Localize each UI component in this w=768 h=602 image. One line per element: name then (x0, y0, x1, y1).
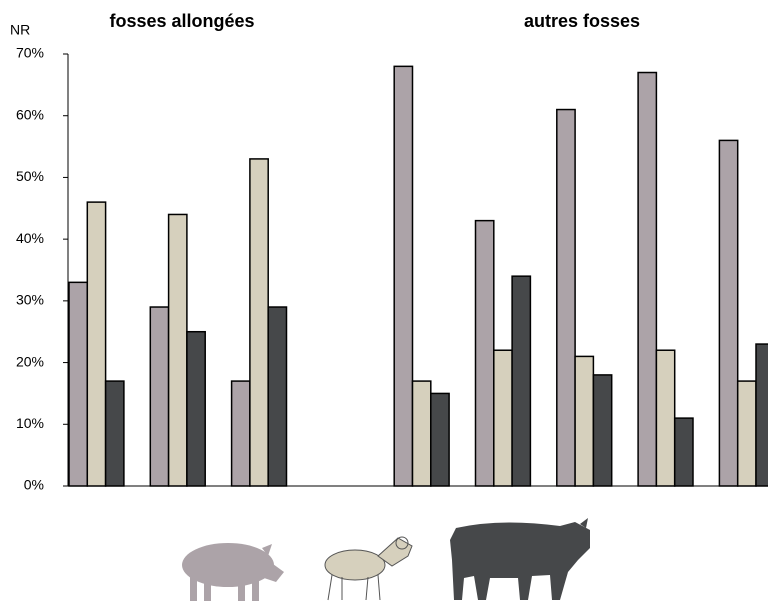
y-tick-label: 30% (16, 292, 44, 308)
bar (493, 349, 513, 487)
bar (592, 374, 613, 487)
bar (511, 275, 532, 487)
bar (673, 417, 694, 487)
bar (411, 380, 432, 487)
bar (86, 201, 107, 487)
y-tick-label: 60% (16, 106, 44, 122)
y-tick-label: 0% (24, 477, 44, 493)
bar (556, 108, 576, 487)
bar (149, 306, 170, 487)
bar (186, 330, 206, 487)
bar (430, 392, 450, 487)
bar (755, 343, 768, 487)
bar (574, 355, 595, 487)
y-tick-label: 20% (16, 353, 44, 369)
y-tick-label: 70% (16, 45, 44, 61)
y-axis-label: NR (10, 22, 30, 38)
pig-icon (182, 543, 284, 601)
y-tick-label: 40% (16, 230, 44, 246)
bar (393, 65, 414, 487)
bar (637, 71, 658, 487)
bar (249, 158, 269, 487)
bar (167, 213, 188, 487)
group-annotation: fosses allongées (109, 11, 254, 31)
y-tick-label: 10% (16, 415, 44, 431)
bar (655, 349, 676, 487)
y-tick-label: 50% (16, 168, 44, 184)
cow-icon (450, 518, 590, 600)
bar (230, 380, 251, 487)
bar (104, 380, 125, 487)
bar (736, 380, 757, 487)
sheep-icon (324, 536, 413, 601)
bar (474, 219, 495, 487)
bar (267, 306, 288, 487)
group-annotation: autres fosses (524, 11, 640, 31)
bar (718, 139, 739, 487)
bar (68, 281, 89, 487)
